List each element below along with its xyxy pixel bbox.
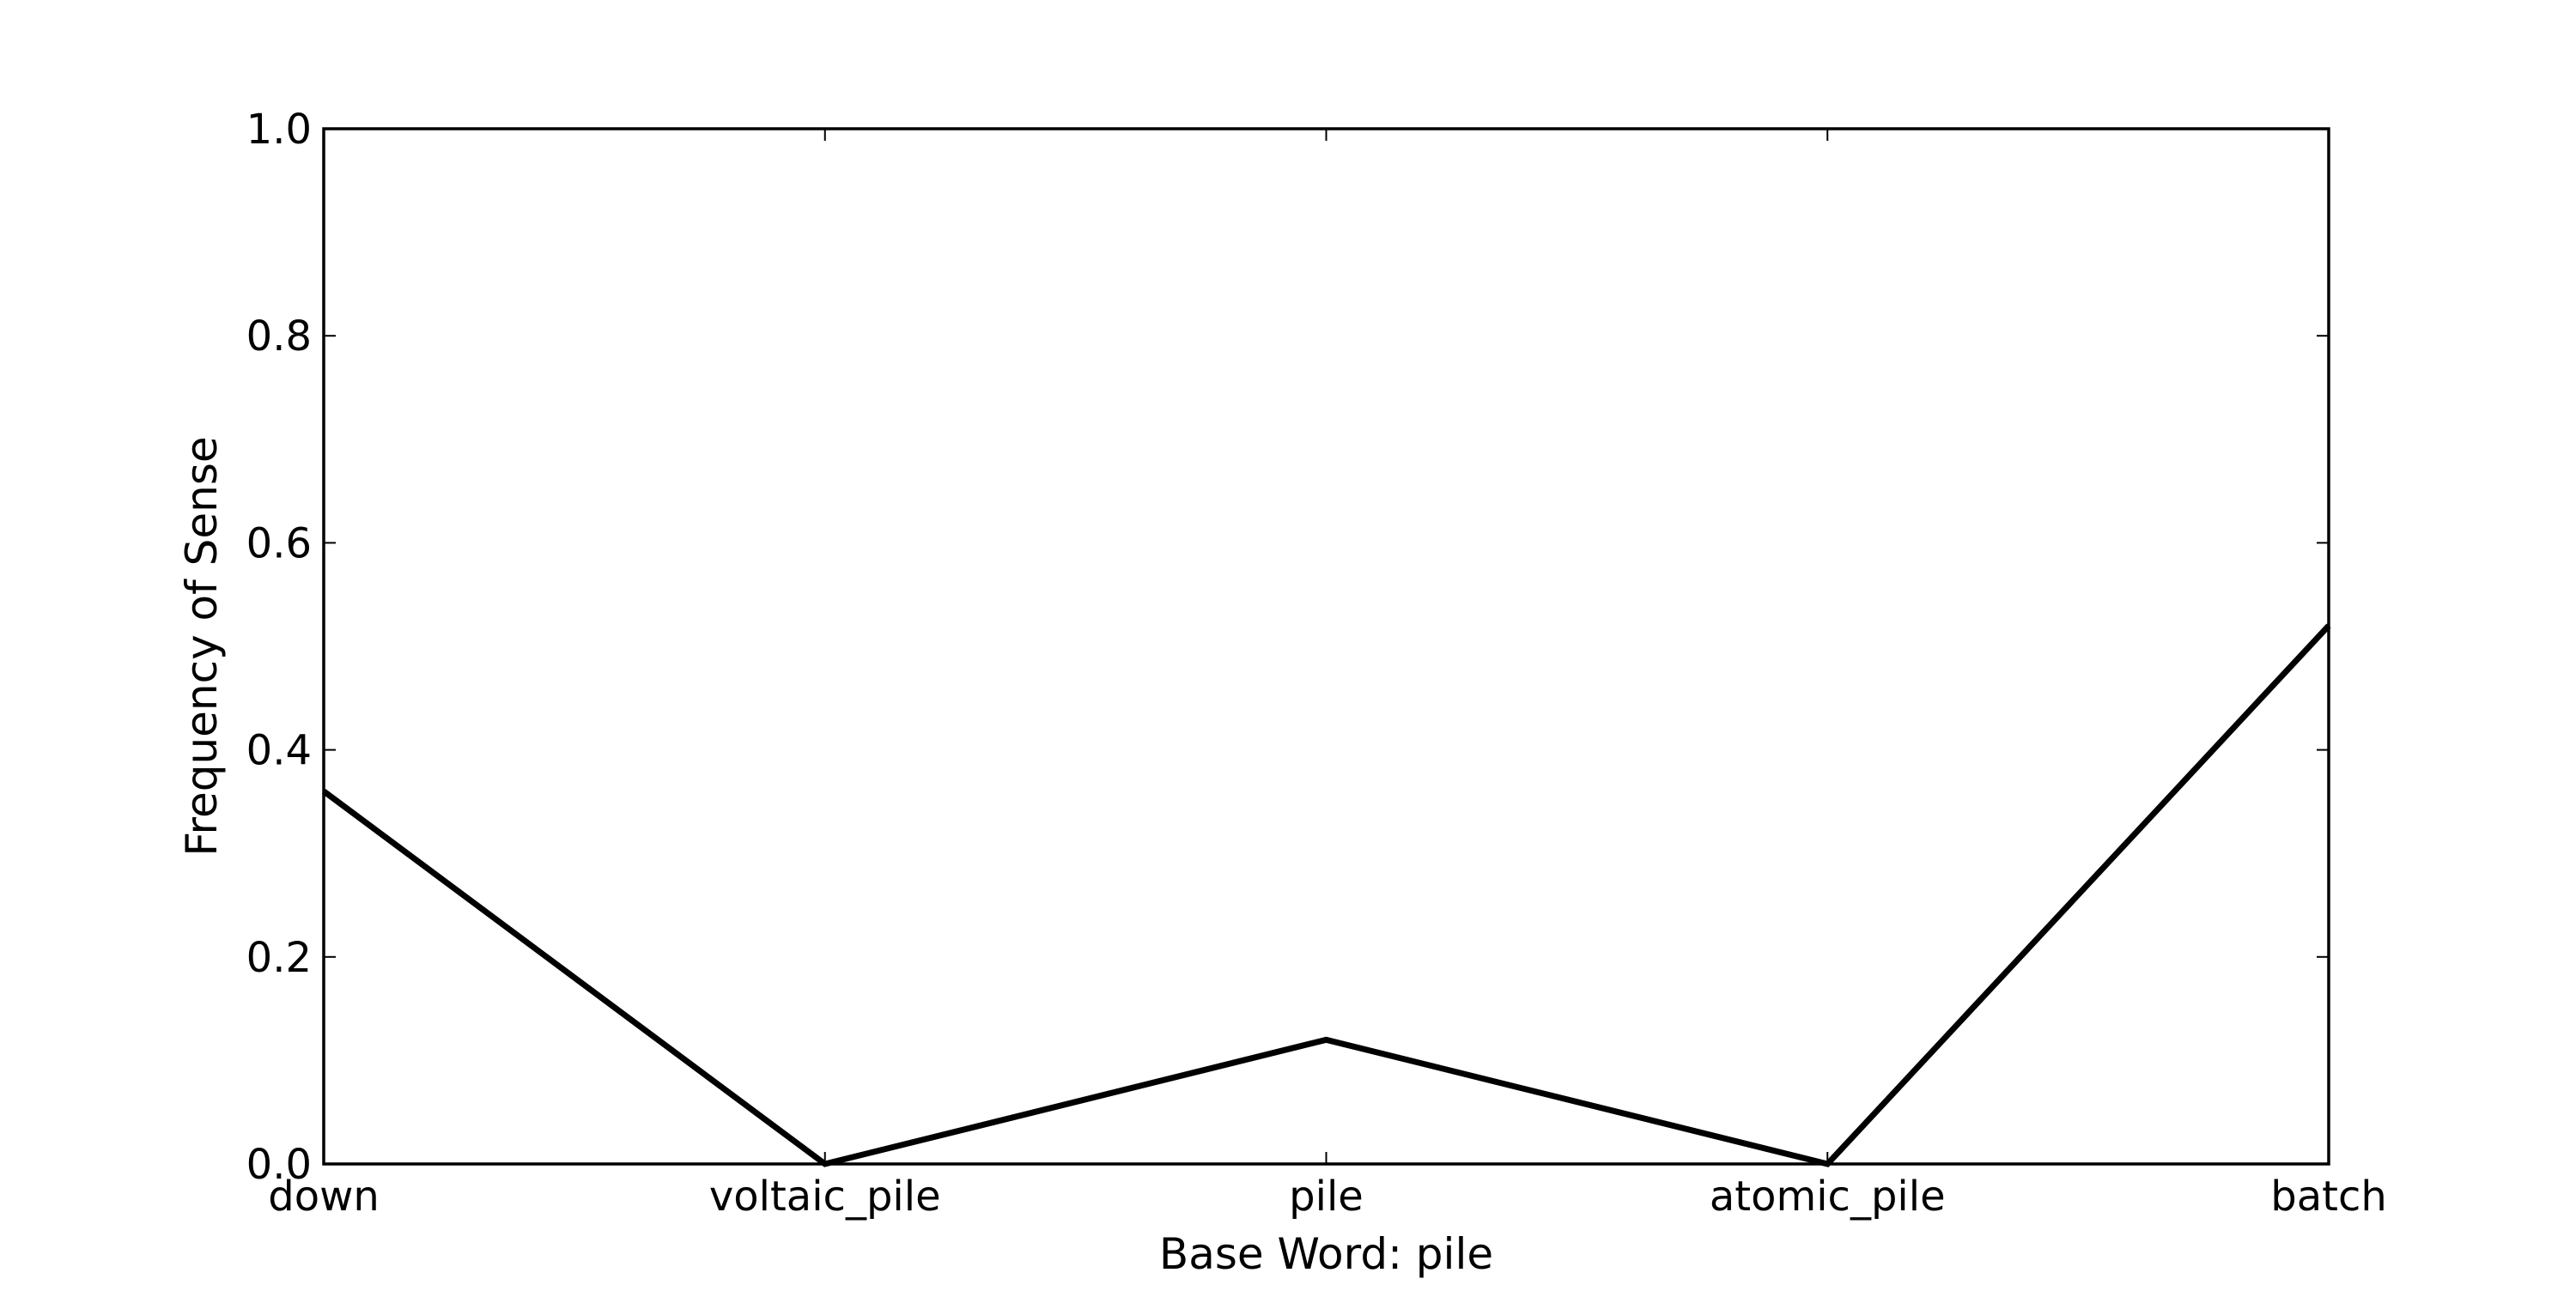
x-tick-label: voltaic_pile	[709, 1173, 941, 1221]
x-tick-label: batch	[2270, 1173, 2387, 1221]
y-tick-label: 1.0	[246, 106, 312, 154]
ticks-layer: 0.0 0.2 0.4 0.6 0.8 1.0 down voltaic_pile pile at…	[246, 106, 2387, 1221]
y-tick-label: 0.2	[246, 934, 312, 982]
marks-layer	[321, 623, 2331, 1167]
y-tick-label: 0.0	[246, 1141, 312, 1189]
y-tick-label: 0.6	[246, 519, 312, 567]
x-axis-label: Base Word: pile	[1159, 1229, 1493, 1279]
y-axis-label: Frequency of Sense	[177, 436, 227, 856]
x-tick-label: atomic_pile	[1710, 1173, 1946, 1221]
series-line-0	[321, 623, 2331, 1167]
y-tick-label: 0.4	[246, 727, 312, 775]
x-tick-label: down	[268, 1173, 380, 1221]
y-tick-label: 0.8	[246, 312, 312, 361]
plot-frame	[322, 127, 2330, 1166]
x-tick-label: pile	[1289, 1173, 1364, 1221]
